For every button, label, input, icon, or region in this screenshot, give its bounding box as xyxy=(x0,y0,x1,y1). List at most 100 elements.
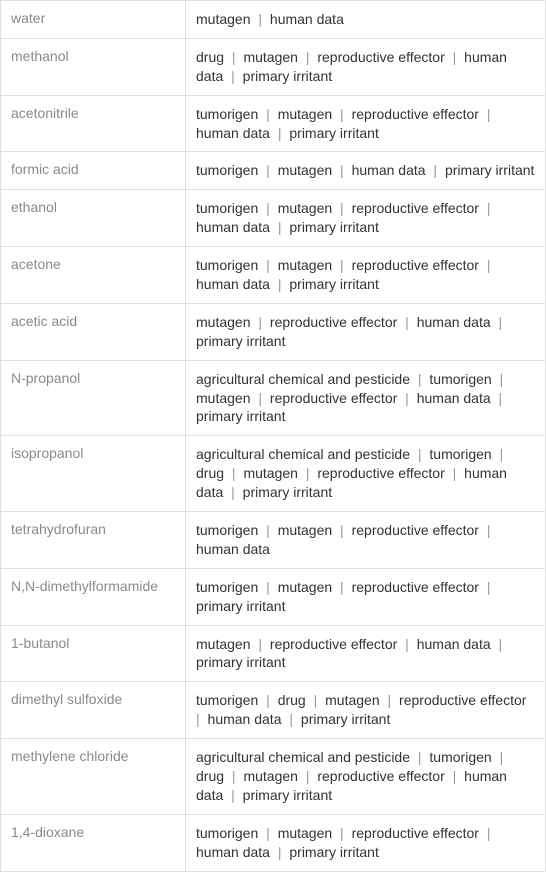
separator: | xyxy=(227,484,238,500)
separator: | xyxy=(496,446,504,462)
table-row: acetonetumorigen | mutagen | reproductiv… xyxy=(1,247,546,304)
separator: | xyxy=(262,692,273,708)
table-row: 1-butanolmutagen | reproductive effector… xyxy=(1,625,546,682)
separator: | xyxy=(254,11,265,27)
separator: | xyxy=(336,579,347,595)
separator: | xyxy=(449,465,460,481)
separator: | xyxy=(384,692,395,708)
separator: | xyxy=(483,257,491,273)
separator: | xyxy=(336,106,347,122)
compound-properties: tumorigen | mutagen | reproductive effec… xyxy=(186,512,546,569)
property-value: tumorigen xyxy=(196,579,258,595)
separator: | xyxy=(262,522,273,538)
compound-name: 1-butanol xyxy=(1,625,186,682)
property-value: reproductive effector xyxy=(317,465,444,481)
separator: | xyxy=(302,465,313,481)
property-value: mutagen xyxy=(278,162,332,178)
separator: | xyxy=(401,390,412,406)
separator: | xyxy=(336,522,347,538)
property-value: reproductive effector xyxy=(352,825,479,841)
table-row: dimethyl sulfoxidetumorigen | drug | mut… xyxy=(1,682,546,739)
property-value: reproductive effector xyxy=(317,49,444,65)
property-value: human data xyxy=(417,636,491,652)
property-value: mutagen xyxy=(243,465,297,481)
compound-name: N-propanol xyxy=(1,360,186,436)
separator: | xyxy=(262,257,273,273)
separator: | xyxy=(254,314,265,330)
property-value: drug xyxy=(196,49,224,65)
table-row: methylene chlorideagricultural chemical … xyxy=(1,739,546,815)
table-row: methanoldrug | mutagen | reproductive ef… xyxy=(1,38,546,95)
property-value: mutagen xyxy=(325,692,379,708)
separator: | xyxy=(262,579,273,595)
property-value: mutagen xyxy=(196,636,250,652)
compound-name: acetonitrile xyxy=(1,95,186,152)
property-value: mutagen xyxy=(243,49,297,65)
property-value: reproductive effector xyxy=(270,390,397,406)
property-value: mutagen xyxy=(196,11,250,27)
compound-properties: tumorigen | mutagen | human data | prima… xyxy=(186,152,546,190)
compound-properties: agricultural chemical and pesticide | tu… xyxy=(186,360,546,436)
table-row: formic acidtumorigen | mutagen | human d… xyxy=(1,152,546,190)
table-body: watermutagen | human datamethanoldrug | … xyxy=(1,1,546,872)
table-row: N,N-dimethylformamidetumorigen | mutagen… xyxy=(1,568,546,625)
property-value: mutagen xyxy=(278,522,332,538)
property-value: mutagen xyxy=(278,200,332,216)
property-value: tumorigen xyxy=(196,162,258,178)
compound-name: 1,4-dioxane xyxy=(1,814,186,871)
compound-name: methylene chloride xyxy=(1,739,186,815)
compound-name: acetone xyxy=(1,247,186,304)
separator: | xyxy=(254,390,265,406)
separator: | xyxy=(274,276,285,292)
property-value: agricultural chemical and pesticide xyxy=(196,446,410,462)
property-value: tumorigen xyxy=(429,446,491,462)
property-value: primary irritant xyxy=(243,68,332,84)
separator: | xyxy=(336,257,347,273)
table-row: 1,4-dioxanetumorigen | mutagen | reprodu… xyxy=(1,814,546,871)
separator: | xyxy=(262,162,273,178)
separator: | xyxy=(496,749,504,765)
property-value: primary irritant xyxy=(289,276,378,292)
separator: | xyxy=(495,636,503,652)
property-value: mutagen xyxy=(243,768,297,784)
property-value: tumorigen xyxy=(196,106,258,122)
separator: | xyxy=(196,711,204,727)
separator: | xyxy=(302,49,313,65)
separator: | xyxy=(449,768,460,784)
separator: | xyxy=(274,219,285,235)
separator: | xyxy=(285,711,296,727)
separator: | xyxy=(414,446,425,462)
property-value: tumorigen xyxy=(196,200,258,216)
separator: | xyxy=(483,200,491,216)
property-value: mutagen xyxy=(278,579,332,595)
separator: | xyxy=(274,125,285,141)
property-value: tumorigen xyxy=(429,749,491,765)
separator: | xyxy=(274,844,285,860)
property-value: reproductive effector xyxy=(352,106,479,122)
property-value: human data xyxy=(196,125,270,141)
property-value: mutagen xyxy=(278,825,332,841)
separator: | xyxy=(483,825,491,841)
compound-properties: tumorigen | drug | mutagen | reproductiv… xyxy=(186,682,546,739)
compound-properties: agricultural chemical and pesticide | tu… xyxy=(186,739,546,815)
separator: | xyxy=(401,314,412,330)
compound-name: methanol xyxy=(1,38,186,95)
property-value: agricultural chemical and pesticide xyxy=(196,371,410,387)
compound-properties: tumorigen | mutagen | reproductive effec… xyxy=(186,190,546,247)
property-value: primary irritant xyxy=(445,162,534,178)
separator: | xyxy=(401,636,412,652)
separator: | xyxy=(228,768,239,784)
separator: | xyxy=(495,314,503,330)
compound-name: dimethyl sulfoxide xyxy=(1,682,186,739)
property-value: human data xyxy=(417,390,491,406)
separator: | xyxy=(254,636,265,652)
property-value: human data xyxy=(196,219,270,235)
property-value: drug xyxy=(278,692,306,708)
compound-name: ethanol xyxy=(1,190,186,247)
compound-properties: tumorigen | mutagen | reproductive effec… xyxy=(186,814,546,871)
separator: | xyxy=(262,200,273,216)
compound-properties: mutagen | reproductive effector | human … xyxy=(186,625,546,682)
property-value: human data xyxy=(417,314,491,330)
property-value: primary irritant xyxy=(289,219,378,235)
property-value: primary irritant xyxy=(289,125,378,141)
